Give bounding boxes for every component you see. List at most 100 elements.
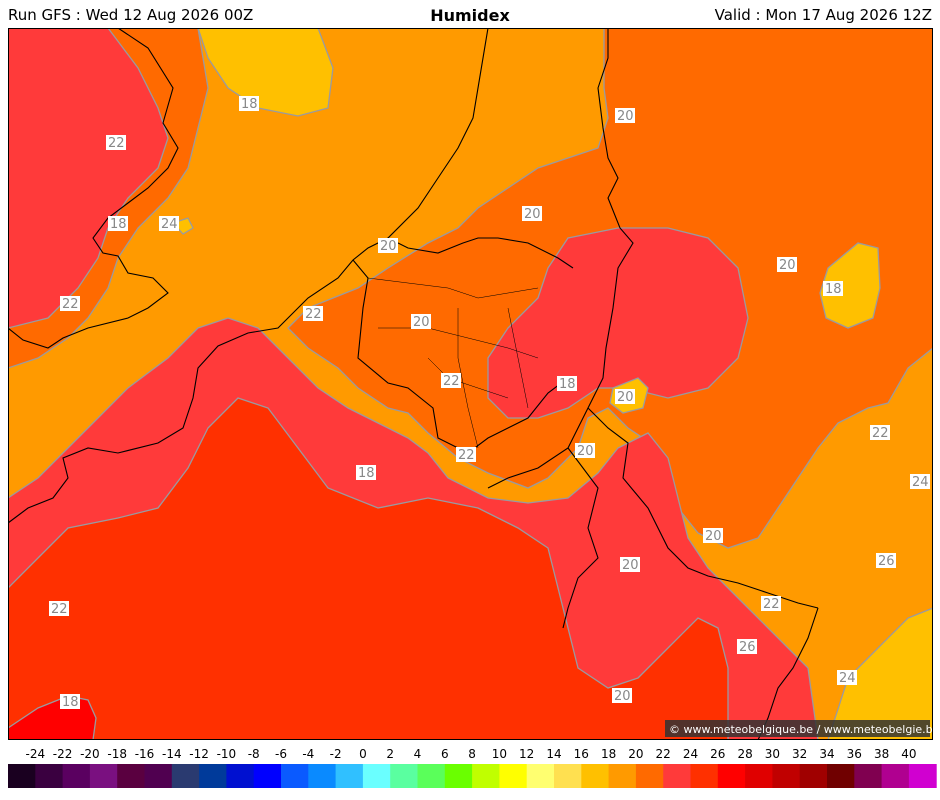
legend-tick: 0: [359, 747, 367, 761]
contour-label-bg: [356, 465, 376, 480]
contour-label: 20: [577, 444, 594, 459]
legend-tick: 26: [710, 747, 725, 761]
legend-tick: 10: [492, 747, 507, 761]
contour-label: 18: [559, 377, 576, 392]
region-border: [367, 277, 539, 299]
legend-tick: 30: [765, 747, 780, 761]
contour-label-bg: [441, 373, 461, 388]
legend-swatch: [144, 764, 173, 788]
contour-label: 18: [62, 695, 79, 710]
contour-label-bg: [761, 596, 781, 611]
contour-label-bg: [870, 425, 890, 440]
legend-tick: 2: [386, 747, 394, 761]
contour-label: 22: [872, 426, 889, 441]
legend-tick: 18: [601, 747, 616, 761]
humidex-band-26-south: [8, 397, 729, 740]
credit-text: © www.meteobelgique.be / www.meteobelgie…: [669, 723, 933, 736]
legend-tick: 8: [468, 747, 476, 761]
legend-tick: 4: [414, 747, 422, 761]
contour-label: 26: [878, 554, 895, 569]
legend-swatch: [854, 764, 883, 788]
region-border: [457, 308, 479, 449]
credit-box: [665, 720, 930, 737]
legend-tick: -24: [25, 747, 45, 761]
contour-label-bg: [522, 206, 542, 221]
contour-label: 20: [413, 315, 430, 330]
legend-tick: -14: [162, 747, 182, 761]
legend-tick: 14: [546, 747, 561, 761]
contour-label: 18: [241, 97, 258, 112]
contour-label-bg: [837, 670, 857, 685]
borders: [8, 28, 819, 740]
contour-label: 24: [839, 671, 856, 686]
legend-swatch: [608, 764, 637, 788]
legend-tick: 24: [683, 747, 698, 761]
contour-label: 22: [443, 374, 460, 389]
contour-label: 22: [108, 136, 125, 151]
contour-label-bg: [615, 389, 635, 404]
legend-swatch: [663, 764, 691, 788]
contour-label: 20: [524, 207, 541, 222]
legend-swatch: [89, 764, 118, 788]
legend-swatch: [581, 764, 610, 788]
legend-swatch: [171, 764, 200, 788]
legend-tick: -12: [189, 747, 209, 761]
legend-swatch: [444, 764, 473, 788]
legend-tick: 32: [792, 747, 807, 761]
legend-swatch: [799, 764, 828, 788]
legend-swatch: [472, 764, 500, 788]
contour-label-bg: [60, 296, 80, 311]
contour-label-bg: [456, 447, 476, 462]
legend-swatch: [390, 764, 418, 788]
contour-labels: 18 22 20 18 24 20 20 20 18 22 22 20 22 18 20 22 20 22 18 24…: [49, 96, 930, 710]
legend-swatch: [417, 764, 446, 788]
contour-label: 20: [622, 558, 639, 573]
contour-label: 20: [779, 258, 796, 273]
legend-swatch: [35, 764, 64, 788]
contour-label: 20: [617, 390, 634, 405]
legend-swatch: [199, 764, 227, 788]
contour-label-bg: [60, 694, 80, 709]
contour-label-bg: [615, 108, 635, 123]
contour-label-bg: [703, 528, 723, 543]
contour-label-bg: [910, 474, 930, 489]
contour-label: 18: [110, 217, 127, 232]
color-legend: -24 -22 -20 -18 -16 -14 -12 -10 -8 -6 -4 -2 0 2 4 6 8 10 1…: [8, 747, 937, 788]
germany-border: [487, 28, 634, 489]
france-east-border: [562, 447, 599, 629]
contour-label-bg: [620, 557, 640, 572]
legend-tick: -4: [302, 747, 314, 761]
legend-tick: 20: [628, 747, 643, 761]
contour-label-bg: [303, 306, 323, 321]
map-frame: [8, 28, 933, 740]
region-border: [507, 307, 529, 409]
legend-swatch: [362, 764, 391, 788]
legend-swatch: [281, 764, 309, 788]
contour-label-bg: [159, 216, 179, 231]
legend-swatch: [526, 764, 555, 788]
legend-swatch: [117, 764, 145, 788]
contour-label-bg: [612, 688, 632, 703]
uk-coastline: [8, 28, 179, 349]
contour-label-bg: [411, 314, 431, 329]
contour-label: 20: [705, 529, 722, 544]
france-coastline: [8, 28, 489, 524]
legend-tick: 34: [819, 747, 834, 761]
legend-tick: -20: [80, 747, 100, 761]
legend-tick: -2: [330, 747, 342, 761]
netherlands-border: [387, 237, 574, 269]
legend-swatch: [308, 764, 337, 788]
contour-label: 24: [912, 475, 929, 490]
contour-label: 18: [358, 466, 375, 481]
contour-label-bg: [575, 443, 595, 458]
contour-label-bg: [106, 135, 126, 150]
contour-label-bg: [823, 281, 843, 296]
map-title: Humidex: [430, 6, 510, 25]
legend-tick: 6: [441, 747, 449, 761]
legend-swatch: [690, 764, 719, 788]
humidex-band-18-southeast: [827, 388, 933, 740]
contour-label-bg: [239, 96, 259, 111]
legend-tick: 16: [574, 747, 589, 761]
humidex-band-18-channel: [197, 28, 334, 117]
legend-tick: 38: [874, 747, 889, 761]
